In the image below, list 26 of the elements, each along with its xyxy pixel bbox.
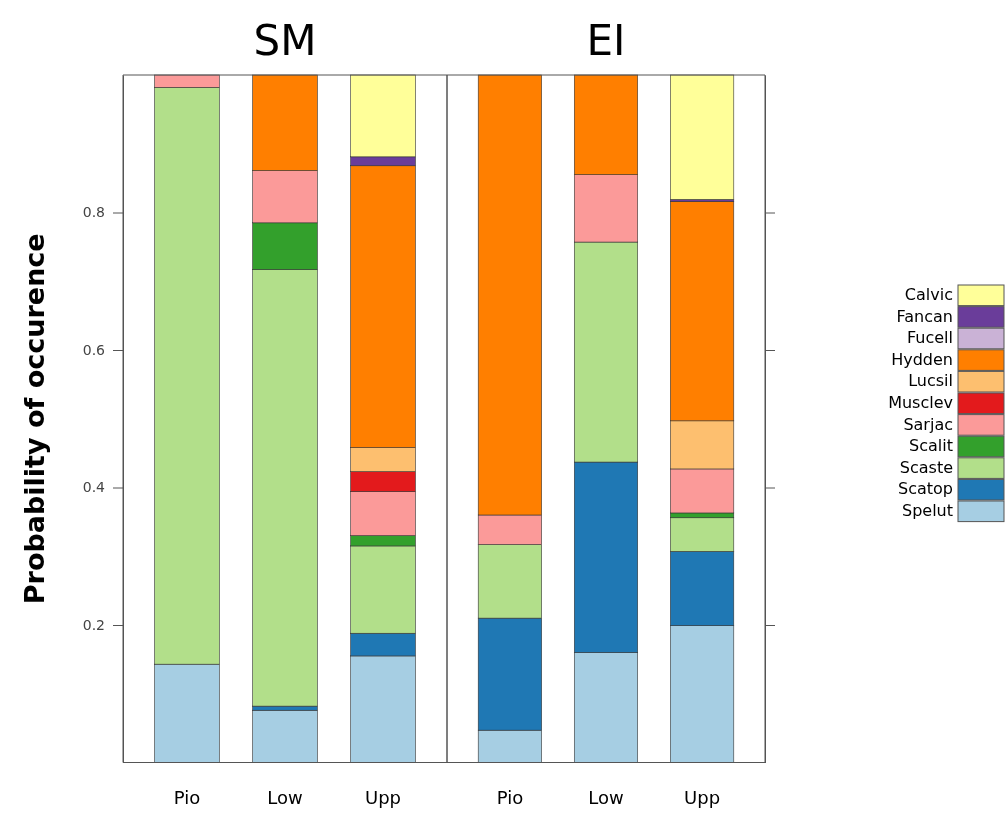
legend-label: Musclev <box>888 393 953 412</box>
x-tick-label: Pio <box>173 787 201 808</box>
legend-label: Scatop <box>898 479 953 499</box>
y-tick-label: 0.4 <box>82 479 106 496</box>
x-tick-label: Upp <box>684 787 721 808</box>
chart-title: EI <box>586 16 626 65</box>
legend-label: Hydden <box>891 349 953 369</box>
legend-label: Scaste <box>899 457 953 477</box>
legend-label: Fucell <box>907 328 953 348</box>
x-tick-label: Upp <box>365 787 402 808</box>
legend-label: Calvic <box>904 285 953 304</box>
legend-label: Sarjac <box>903 414 953 434</box>
legend-label: Spelut <box>901 501 953 520</box>
bar <box>670 74 735 200</box>
chart-title: SM <box>253 16 317 65</box>
y-axis-title: Probability of occurence <box>19 233 50 605</box>
x-tick-label: Low <box>267 787 303 808</box>
x-tick-label: Pio <box>496 787 524 808</box>
bar <box>252 709 318 763</box>
y-tick-label: 0.8 <box>82 204 105 221</box>
legend-label: Scalit <box>909 436 953 456</box>
x-tick-label: Low <box>588 787 624 808</box>
legend-label: Fancan <box>896 306 953 326</box>
legend-label: Lucsil <box>908 371 953 391</box>
y-tick-label: 0.6 <box>82 341 106 358</box>
y-tick-label: 0.2 <box>82 616 105 633</box>
